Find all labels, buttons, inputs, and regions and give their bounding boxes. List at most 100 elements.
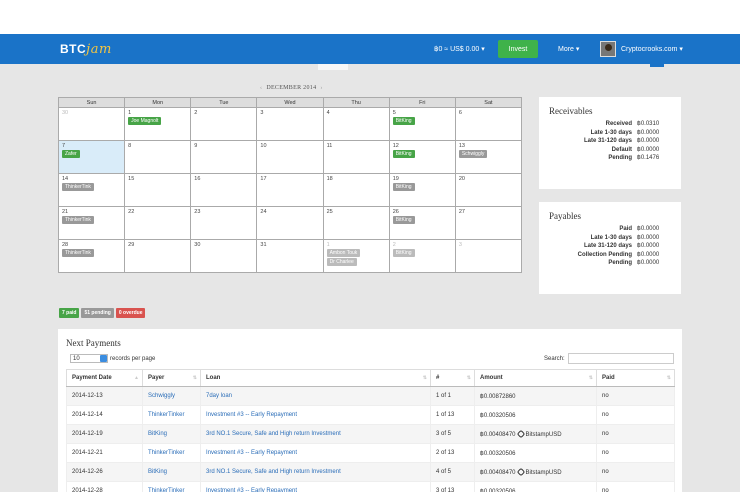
calendar-day[interactable]: 3 (454, 239, 523, 273)
balance-dropdown[interactable]: ฿0 ≈ US$ 0.00 ▾ (434, 46, 485, 53)
calendar-day[interactable]: 30 (190, 239, 258, 273)
calendar-event[interactable]: BitKing (392, 117, 415, 125)
calendar-day[interactable]: 13 Schwiggly (454, 140, 523, 174)
calendar-event[interactable]: Joe Magnolt (128, 117, 162, 125)
calendar-event[interactable]: Dr Charlee (326, 258, 357, 266)
calendar-day[interactable]: 30 (57, 107, 126, 141)
calendar-day[interactable]: 6 (454, 107, 523, 141)
calendar-event[interactable]: ThinkerTink (62, 216, 94, 224)
receivables-label: Late 31-120 days (583, 138, 632, 144)
calendar-day[interactable]: 29 (124, 239, 192, 273)
payment-date: 2014-12-21 (66, 443, 143, 463)
payables-value: ฿0.0000 (637, 226, 660, 232)
amount-currency: BitstampUSD (525, 431, 562, 438)
loan-link[interactable]: 7day loan (206, 393, 233, 399)
calendar-day[interactable]: 26 BitKing (388, 206, 456, 240)
more-menu[interactable]: More ▾ (558, 46, 580, 53)
calendar-event[interactable]: BitKing (392, 249, 415, 257)
calendar-event[interactable]: BitKing (392, 216, 415, 224)
calendar-event[interactable]: BitKing (392, 183, 415, 191)
payer-link[interactable]: Schwiggly (148, 393, 176, 399)
payer-cell: Schwiggly (142, 386, 201, 406)
records-per-page-select[interactable]: 10 (70, 354, 108, 363)
column-header[interactable]: Paid ⇅ (596, 369, 675, 387)
calendar-day[interactable]: 27 (454, 206, 523, 240)
user-menu[interactable]: Cryptocrooks.com ▾ (621, 46, 683, 53)
calendar-day[interactable]: 19 BitKing (388, 173, 456, 207)
loan-link[interactable]: Investment #3 -- Early Repayment (206, 488, 298, 492)
calendar-event[interactable]: ThinkerTink (62, 183, 94, 191)
payables-label: Late 1-30 days (590, 234, 632, 241)
calendar-day[interactable]: 18 (322, 173, 390, 207)
calendar-day[interactable]: 2 (190, 107, 258, 141)
calendar-day[interactable]: 1 Ambon Touk Dr Charlee (322, 239, 390, 273)
prev-month-button[interactable]: ‹ (260, 85, 263, 91)
loan-link[interactable]: Investment #3 -- Early Repayment (206, 450, 298, 456)
loan-link[interactable]: Investment #3 -- Early Repayment (206, 412, 298, 418)
calendar-event[interactable]: BitKing (392, 150, 415, 158)
calendar-day[interactable]: 16 (190, 173, 258, 207)
calendar-day[interactable]: 20 (454, 173, 523, 207)
calendar-day[interactable]: 9 (190, 140, 258, 174)
column-header[interactable]: Loan ⇅ (200, 369, 431, 387)
column-header[interactable]: Amount ⇅ (474, 369, 597, 387)
column-header[interactable]: Payer ⇅ (142, 369, 201, 387)
calendar-day[interactable]: 23 (190, 206, 258, 240)
installment-number: 3 of 5 (430, 424, 475, 444)
day-number: 6 (458, 110, 462, 116)
day-number: 27 (458, 209, 465, 215)
brand-logo[interactable]: BTCjam (60, 42, 112, 57)
amount-value: ฿0.00320506 (480, 412, 516, 419)
payables-title: Payables (549, 211, 581, 221)
avatar[interactable] (600, 41, 616, 57)
calendar-event[interactable]: Zafer (62, 150, 80, 158)
calendar-event[interactable]: Schwiggly (458, 150, 488, 158)
calendar-day[interactable]: 31 (256, 239, 324, 273)
column-header[interactable]: # ⇅ (430, 369, 475, 387)
calendar-month-nav: ‹ DECEMBER 2014 › (256, 85, 327, 91)
calendar-event[interactable]: Ambon Touk (326, 249, 361, 257)
day-number: 13 (458, 143, 465, 149)
calendar-day[interactable]: 5 BitKing (388, 107, 456, 141)
receivables-row: Late 1-30 days ฿0.0000 (539, 129, 681, 138)
loan-cell: 3rd NO.1 Secure, Safe and High return In… (200, 424, 431, 444)
loan-cell: Investment #3 -- Early Repayment (200, 443, 431, 463)
invest-button[interactable]: Invest (498, 40, 538, 58)
calendar-day[interactable]: 14 ThinkerTink (57, 173, 126, 207)
calendar-day[interactable]: 2 BitKing (388, 239, 456, 273)
loan-link[interactable]: 3rd NO.1 Secure, Safe and High return In… (206, 431, 341, 437)
payer-link[interactable]: ThinkerTinker (148, 412, 185, 418)
link-icon (516, 429, 525, 438)
day-number: 18 (326, 176, 333, 182)
calendar-day[interactable]: 3 (256, 107, 324, 141)
calendar-day[interactable]: 8 (124, 140, 192, 174)
status-badge[interactable]: 51 pending (81, 308, 114, 318)
calendar-day[interactable]: 11 (322, 140, 390, 174)
payer-link[interactable]: BitKing (148, 469, 168, 475)
payer-link[interactable]: ThinkerTinker (148, 450, 185, 456)
calendar-day[interactable]: 1 Joe Magnolt (124, 107, 192, 141)
calendar-day[interactable]: 24 (256, 206, 324, 240)
calendar-event[interactable]: ThinkerTink (62, 249, 94, 257)
calendar-day[interactable]: 28 ThinkerTink (57, 239, 126, 273)
calendar-day[interactable]: 22 (124, 206, 192, 240)
search-input[interactable] (568, 353, 674, 364)
calendar-day[interactable]: 10 (256, 140, 324, 174)
calendar-day[interactable]: 25 (322, 206, 390, 240)
calendar-day[interactable]: 4 (322, 107, 390, 141)
status-badge[interactable]: 0 overdue (115, 308, 146, 318)
next-month-button[interactable]: › (320, 85, 323, 91)
calendar-day[interactable]: 15 (124, 173, 192, 207)
calendar-day[interactable]: 12 BitKing (388, 140, 456, 174)
payment-date: 2014-12-19 (66, 424, 143, 444)
amount-cell: ฿0.00320506 (474, 481, 597, 492)
column-header[interactable]: Payment Date ▲ (66, 369, 143, 387)
payment-date: 2014-12-26 (66, 462, 143, 482)
calendar-day[interactable]: 7 Zafer (57, 140, 126, 174)
status-badge[interactable]: 7 paid (59, 308, 80, 318)
payer-link[interactable]: BitKing (148, 431, 168, 437)
payer-link[interactable]: ThinkerTinker (148, 488, 185, 492)
loan-link[interactable]: 3rd NO.1 Secure, Safe and High return In… (206, 469, 341, 475)
calendar-day[interactable]: 17 (256, 173, 324, 207)
calendar-day[interactable]: 21 ThinkerTink (57, 206, 126, 240)
